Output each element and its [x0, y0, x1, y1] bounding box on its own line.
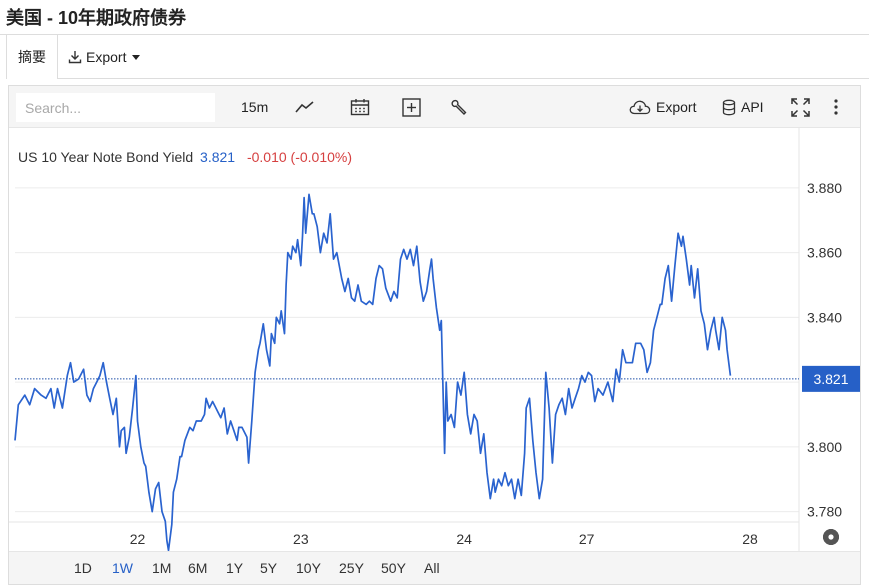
- download-icon: [68, 51, 82, 64]
- title-divider: [0, 34, 869, 35]
- chart-plot[interactable]: 3.7803.8003.8203.8403.8603.8802223242728…: [9, 128, 860, 551]
- fullscreen-button[interactable]: [791, 86, 810, 128]
- cloud-download-icon: [629, 100, 651, 115]
- y-tick-label: 3.840: [807, 309, 842, 325]
- range-button-all[interactable]: All: [424, 560, 440, 576]
- more-icon: [834, 99, 838, 115]
- y-tick-label: 3.780: [807, 504, 842, 520]
- tab-bar: 摘要 Export: [0, 35, 869, 79]
- api-label: API: [741, 99, 764, 115]
- tabs-divider: [58, 78, 869, 79]
- tab-export[interactable]: Export: [68, 35, 141, 79]
- x-tick-label: 24: [456, 531, 472, 547]
- range-button-25y[interactable]: 25Y: [339, 560, 364, 576]
- x-tick-label: 28: [742, 531, 758, 547]
- legend-series-name: US 10 Year Note Bond Yield: [18, 149, 194, 165]
- database-icon: [722, 99, 736, 115]
- add-indicator-icon: [402, 97, 421, 117]
- range-button-1m[interactable]: 1M: [152, 560, 172, 576]
- legend-change: -0.010 (-0.010%): [246, 149, 353, 165]
- y-tick-label: 3.880: [807, 180, 842, 196]
- range-button-10y[interactable]: 10Y: [296, 560, 321, 576]
- tab-export-label: Export: [86, 49, 127, 65]
- settings-tools-button[interactable]: [450, 86, 468, 128]
- fullscreen-icon: [791, 97, 810, 117]
- y-tick-label: 3.860: [807, 245, 842, 261]
- range-button-1d[interactable]: 1D: [74, 560, 92, 576]
- interval-selector[interactable]: 15m: [241, 99, 269, 115]
- chart-export-label: Export: [656, 99, 697, 115]
- calendar-icon: [350, 99, 370, 116]
- wrench-icon: [451, 99, 467, 115]
- range-button-1y[interactable]: 1Y: [226, 560, 244, 576]
- line-chart-icon: [295, 101, 314, 113]
- series-line: [14, 193, 732, 551]
- x-tick-label: 27: [579, 531, 595, 547]
- range-button-50y[interactable]: 50Y: [381, 560, 406, 576]
- x-tick-label: 23: [293, 531, 309, 547]
- gear-icon[interactable]: [822, 528, 840, 546]
- y-tick-label: 3.800: [807, 439, 842, 455]
- add-indicator-button[interactable]: [402, 86, 421, 128]
- range-button-5y[interactable]: 5Y: [260, 560, 278, 576]
- chevron-down-icon: [132, 54, 141, 60]
- api-button[interactable]: API: [722, 86, 764, 128]
- page-title: 美国 - 10年期政府债券: [6, 8, 187, 28]
- range-button-1w[interactable]: 1W: [112, 560, 133, 576]
- chart-export-button[interactable]: Export: [629, 86, 696, 128]
- chart-toolbar: 15m: [9, 86, 860, 128]
- more-options-button[interactable]: [833, 86, 839, 128]
- range-button-6m[interactable]: 6M: [188, 560, 208, 576]
- x-tick-label: 22: [130, 531, 146, 547]
- tab-summary[interactable]: 摘要: [6, 35, 58, 79]
- chart-type-button[interactable]: [294, 86, 316, 128]
- search-input[interactable]: [16, 93, 215, 122]
- legend-last-value: 3.821: [200, 149, 236, 165]
- range-selector: 1D 1W 1M 6M 1Y 5Y 10Y 25Y 50Y All: [9, 551, 860, 584]
- chart-widget: 15m: [8, 85, 861, 585]
- last-value-tag-label: 3.821: [813, 371, 848, 387]
- chart-legend: US 10 Year Note Bond Yield 3.821 -0.010 …: [18, 149, 352, 165]
- date-range-button[interactable]: [350, 86, 370, 128]
- last-value-tag: [802, 365, 860, 392]
